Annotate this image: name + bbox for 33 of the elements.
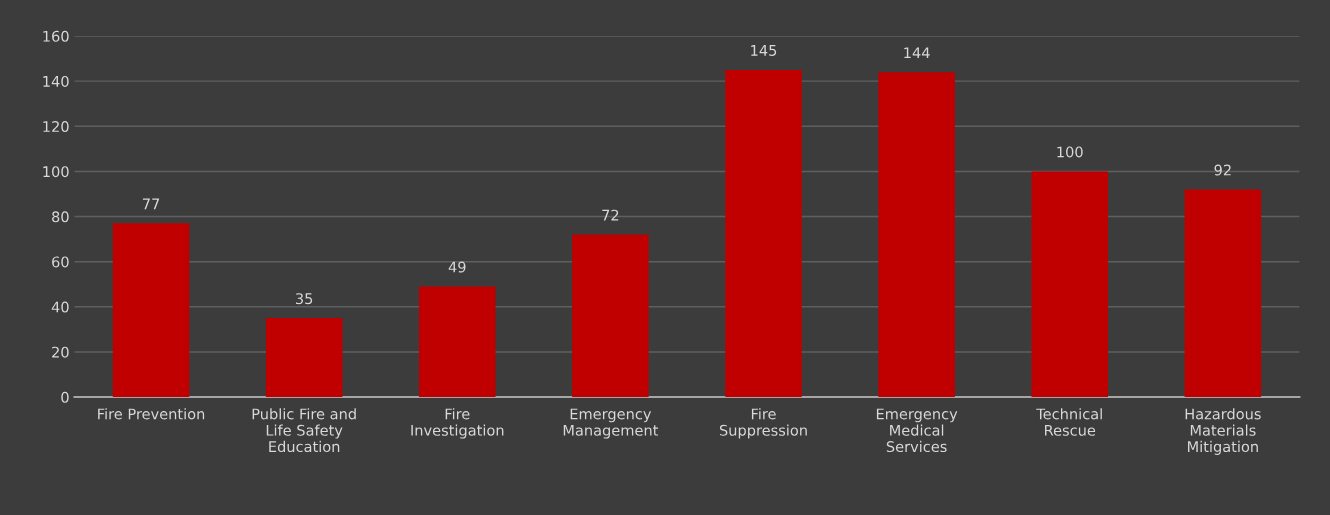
y-tick-label: 60 xyxy=(52,256,69,268)
x-tick-label: Technical Rescue xyxy=(1036,408,1102,436)
data-label: 72 xyxy=(602,209,619,221)
data-label: 35 xyxy=(295,293,313,305)
x-tick-label: Emergency Management xyxy=(563,408,659,439)
x-tick-label: Fire Prevention xyxy=(98,408,205,420)
x-tick-label: Public Fire and Life Safety Education xyxy=(252,408,356,453)
y-tick-label: 120 xyxy=(43,121,69,133)
y-tick-label: 80 xyxy=(52,211,69,223)
bar xyxy=(418,286,496,398)
data-label: 49 xyxy=(448,261,466,273)
x-tick-label: Fire Investigation xyxy=(411,408,504,439)
y-tick-label: 140 xyxy=(43,75,69,87)
data-label: 77 xyxy=(142,198,160,210)
bar xyxy=(112,223,190,398)
bar xyxy=(572,234,649,398)
data-label: 145 xyxy=(751,45,777,56)
bar xyxy=(265,318,343,398)
data-label: 144 xyxy=(904,47,930,59)
y-tick-label: 20 xyxy=(52,346,69,358)
y-tick-label: 100 xyxy=(43,166,69,178)
bar xyxy=(1031,171,1109,398)
x-tick-label: Hazardous Materials Mitigation xyxy=(1185,408,1261,455)
bar xyxy=(1184,189,1262,398)
x-tick-label: Fire Suppression xyxy=(719,408,807,439)
bar xyxy=(878,72,955,398)
data-label: 100 xyxy=(1057,146,1083,158)
x-tick-label: Emergency Medical Services xyxy=(876,408,958,453)
data-label: 92 xyxy=(1214,164,1231,176)
y-tick-label: 160 xyxy=(43,30,69,42)
y-tick-label: 40 xyxy=(51,301,69,313)
y-tick-label: 0 xyxy=(61,391,69,403)
bar xyxy=(725,69,802,398)
